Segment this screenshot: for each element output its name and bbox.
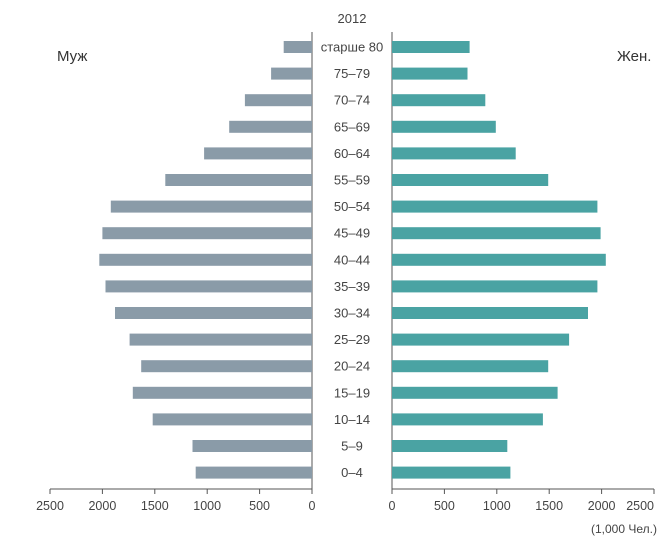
bar-female-12 [392, 147, 516, 160]
tick-label-left-1: 2000 [88, 499, 116, 513]
bar-female-11 [392, 174, 549, 186]
female-bars [392, 41, 606, 479]
bar-female-0 [392, 466, 511, 479]
age-label-10: 50–54 [334, 199, 370, 214]
bar-male-14 [244, 94, 312, 107]
tick-label-left-3: 1000 [193, 499, 221, 513]
age-group-labels: 0–4 5–9 10–14 15–19 20–24 25–29 30–34 35–39 40–4… [321, 40, 384, 481]
bar-female-6 [392, 307, 588, 319]
year-label: 2012 [338, 11, 367, 26]
age-label-7: 35–39 [334, 279, 370, 294]
bar-female-2 [392, 413, 543, 426]
tick-label-left-2: 1500 [141, 499, 169, 513]
age-label-16: старше 80 [321, 40, 384, 55]
bar-female-3 [392, 386, 558, 399]
age-label-9: 45–49 [334, 226, 370, 241]
bar-female-9 [392, 227, 601, 240]
age-label-14: 70–74 [334, 93, 370, 108]
age-label-2: 10–14 [334, 412, 370, 427]
age-label-3: 15–19 [334, 385, 370, 400]
bar-female-5 [392, 333, 570, 346]
tick-label-right-1: 500 [434, 499, 455, 513]
bar-female-14 [392, 94, 486, 107]
bar-male-16 [283, 41, 312, 53]
bar-male-9 [102, 227, 313, 240]
bar-female-13 [392, 120, 496, 133]
tick-label-left-4: 500 [249, 499, 270, 513]
bar-male-8 [99, 253, 312, 266]
legend-male: Муж [57, 48, 87, 65]
age-label-8: 40–44 [334, 252, 370, 267]
age-label-6: 30–34 [334, 306, 370, 321]
bar-male-0 [195, 466, 312, 479]
tick-label-right-4: 2000 [588, 499, 616, 513]
bar-male-1 [192, 440, 312, 452]
bar-female-8 [392, 253, 606, 266]
tick-label-left-0: 2500 [36, 499, 64, 513]
age-label-0: 0–4 [341, 465, 363, 480]
tick-label-right-3: 1500 [535, 499, 563, 513]
tick-label-right-0: 0 [389, 499, 396, 513]
age-label-4: 20–24 [334, 359, 370, 374]
bar-male-6 [115, 307, 312, 319]
unit-label: (1,000 Чел.) [591, 522, 657, 536]
male-bars [99, 41, 313, 479]
left-axis-ticks: 2500 2000 1500 1000 500 0 [36, 489, 316, 513]
age-label-5: 25–29 [334, 332, 370, 347]
bar-male-5 [129, 333, 312, 346]
bar-male-12 [204, 147, 312, 160]
bar-female-15 [392, 67, 468, 80]
bar-male-11 [165, 174, 312, 186]
age-label-1: 5–9 [341, 439, 363, 454]
tick-label-right-5: 2500 [626, 499, 654, 513]
legend-female: Жен. [617, 48, 651, 65]
age-label-15: 75–79 [334, 66, 370, 81]
bar-male-15 [271, 67, 312, 80]
bar-male-2 [152, 413, 312, 426]
bar-male-4 [141, 360, 312, 373]
bar-female-1 [392, 440, 508, 452]
age-label-11: 55–59 [334, 173, 370, 188]
bar-male-7 [105, 280, 312, 293]
bar-female-10 [392, 200, 598, 213]
bar-female-7 [392, 280, 598, 293]
bar-female-16 [392, 41, 470, 53]
bar-male-3 [132, 386, 312, 399]
bar-male-10 [110, 200, 312, 213]
age-label-12: 60–64 [334, 146, 370, 161]
right-axis-ticks: 0 500 1000 1500 2000 2500 [389, 489, 655, 513]
bar-female-4 [392, 360, 549, 373]
tick-label-left-5: 0 [309, 499, 316, 513]
bar-male-13 [229, 120, 312, 133]
age-label-13: 65–69 [334, 119, 370, 134]
tick-label-right-2: 1000 [483, 499, 511, 513]
